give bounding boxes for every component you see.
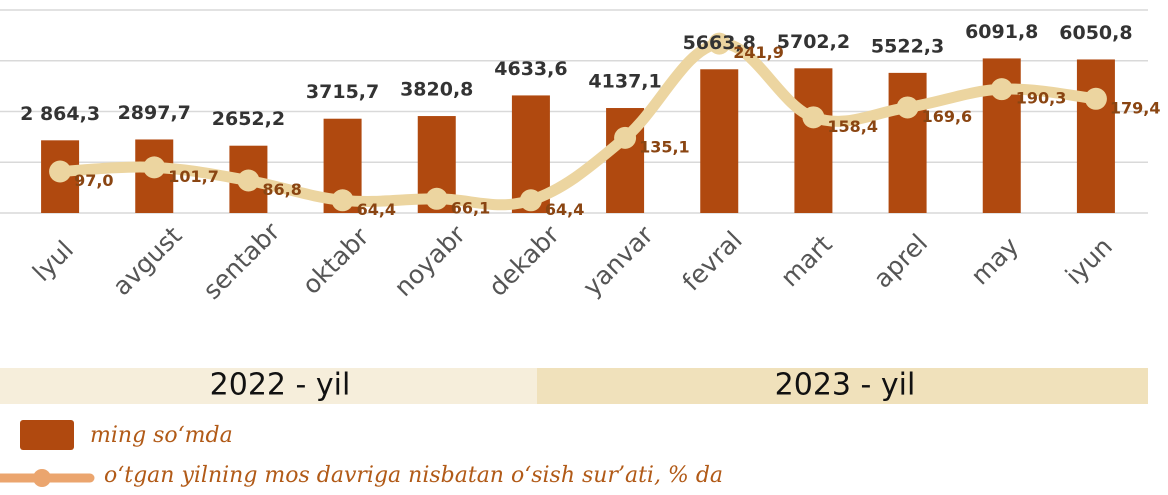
bar (700, 69, 739, 214)
data-label: 64,4 (357, 200, 396, 219)
x-tick-label: may (965, 231, 1024, 290)
line-marker (614, 126, 637, 149)
line-marker (896, 96, 919, 119)
data-label: 97,0 (74, 171, 113, 190)
data-label: 135,1 (639, 137, 690, 156)
x-tick-label: oktabr (297, 222, 375, 300)
line-marker (802, 106, 825, 129)
x-tick-label: sentabr (197, 216, 286, 305)
data-label: 3715,7 (306, 81, 379, 103)
period-band (0, 368, 537, 404)
data-label: 101,7 (168, 167, 219, 186)
x-tick-label: noyabr (389, 219, 472, 302)
bar (1076, 59, 1115, 213)
data-label: 179,4 (1110, 98, 1161, 117)
legend-label: ming so‘mda (90, 423, 233, 448)
line-marker (143, 156, 166, 179)
data-label: 4137,1 (588, 71, 661, 93)
data-label: 6050,8 (1059, 22, 1132, 44)
legend-swatch (20, 420, 74, 450)
data-label: 86,8 (262, 180, 301, 199)
x-tick-label: iyun (1060, 232, 1118, 290)
line-marker (519, 189, 542, 212)
data-label: 66,1 (451, 198, 490, 217)
data-label: 169,6 (922, 107, 973, 126)
line-marker (425, 187, 448, 210)
x-tick-label: avgust (107, 221, 188, 302)
data-label: 64,4 (545, 200, 584, 219)
x-tick-label: lyul (27, 235, 79, 287)
x-tick-label: yanvar (577, 220, 659, 302)
period-label: 2023 - yil (775, 368, 916, 403)
legend-label: o‘tgan yilning mos davriga nisbatan o‘si… (104, 463, 723, 488)
data-label: 4633,6 (494, 58, 567, 80)
data-label: 2652,2 (212, 108, 285, 130)
data-label: 5702,2 (777, 31, 850, 53)
data-label: 5522,3 (871, 35, 944, 57)
data-label: 3820,8 (400, 79, 473, 101)
bar (794, 68, 833, 214)
bar (888, 72, 927, 213)
line-marker (331, 189, 354, 212)
x-tick-label: dekabr (483, 220, 565, 302)
data-label: 158,4 (827, 117, 878, 136)
line-marker (708, 32, 731, 55)
x-tick-label: fevral (677, 225, 748, 296)
line-marker (49, 160, 72, 183)
x-tick-label: mart (775, 229, 838, 292)
legend-marker (33, 469, 51, 487)
line-marker (237, 169, 260, 192)
line-marker (990, 78, 1013, 101)
period-label: 2022 - yil (210, 368, 351, 403)
data-label: 6091,8 (965, 21, 1038, 43)
data-label: 2897,7 (118, 102, 191, 124)
data-label: 2 864,3 (20, 103, 100, 125)
data-label: 5663,8 (683, 32, 756, 54)
data-label: 190,3 (1016, 89, 1067, 108)
period-band (537, 368, 1148, 404)
line-marker (1084, 87, 1107, 110)
x-tick-label: aprel (868, 228, 933, 293)
data-label: 241,9 (733, 43, 784, 62)
